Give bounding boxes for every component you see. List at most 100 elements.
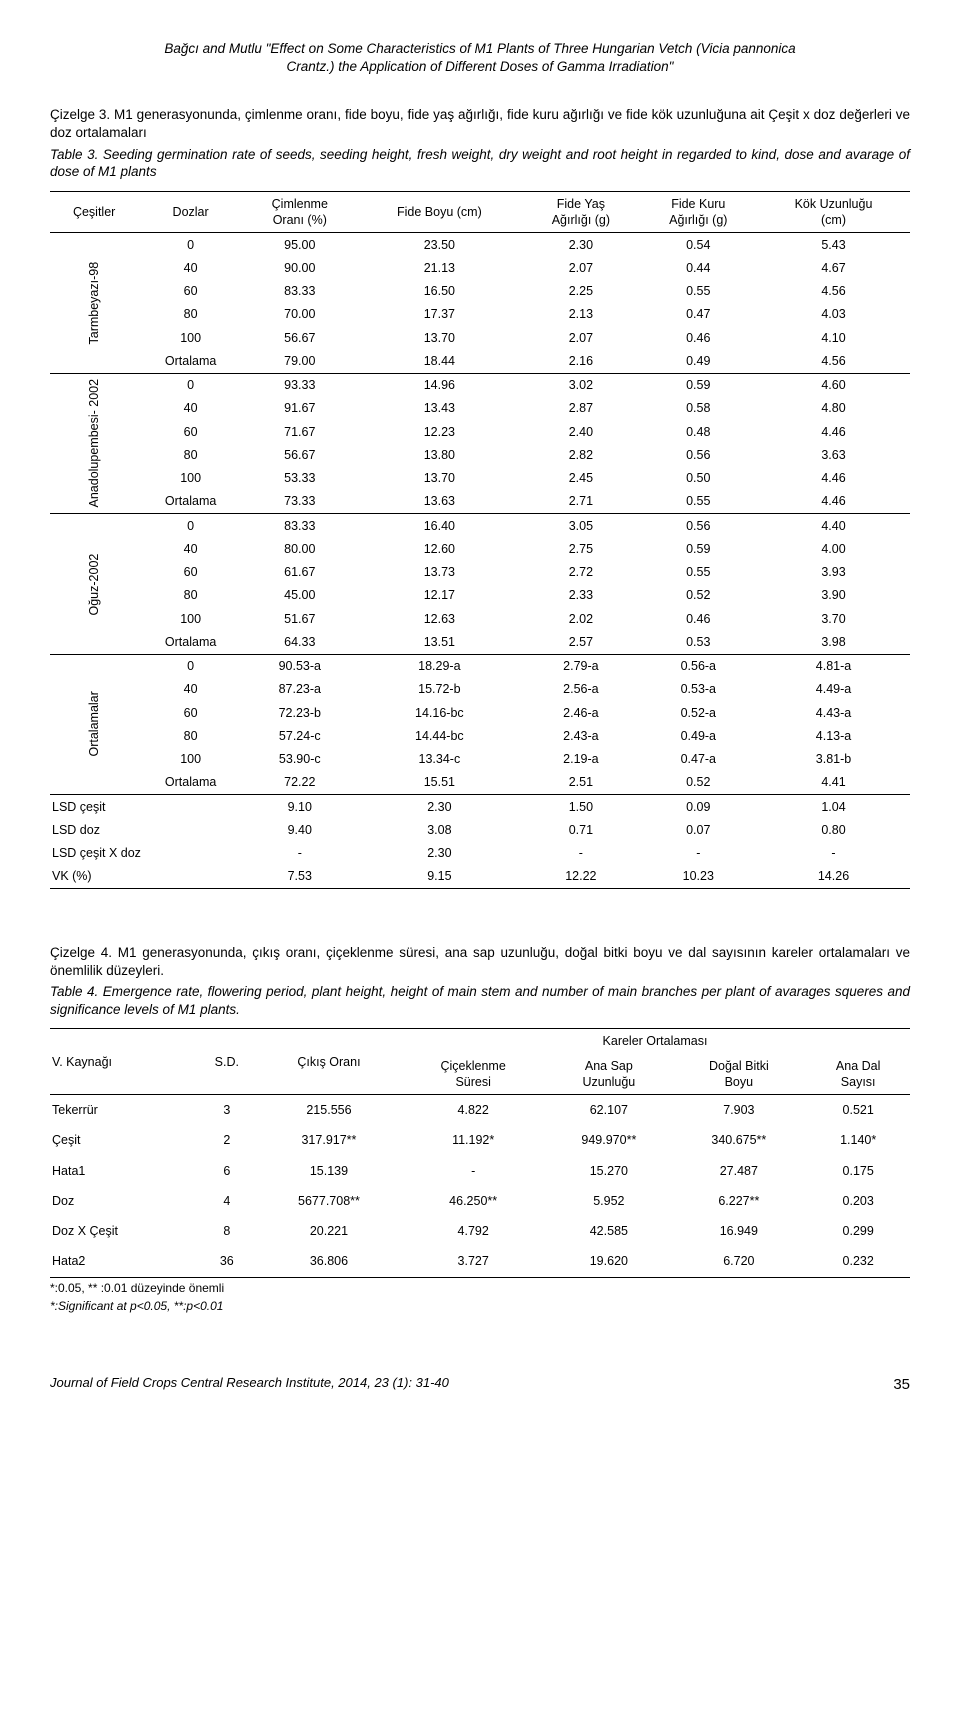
cell: 4.40 [757, 514, 910, 538]
cell: 40 [138, 256, 243, 279]
cell: 4.00 [757, 537, 910, 560]
cell: 51.67 [243, 607, 357, 630]
cell: 1.140* [806, 1125, 910, 1155]
cell: 4 [196, 1186, 258, 1216]
cell: 60 [138, 701, 243, 724]
cell: 79.00 [243, 349, 357, 373]
cell: 100 [138, 326, 243, 349]
table-row: 8045.0012.172.330.523.90 [50, 584, 910, 607]
cell: 12.23 [357, 420, 523, 443]
cell: 13.51 [357, 630, 523, 654]
table3-caption-tr: Çizelge 3. M1 generasyonunda, çimlenme o… [50, 106, 910, 141]
cell: 15.72-b [357, 678, 523, 701]
cell: 0.53-a [640, 678, 757, 701]
cell: 0.55 [640, 561, 757, 584]
cell: 3.08 [357, 818, 523, 841]
cell: 72.23-b [243, 701, 357, 724]
table4-footnote-en: *:Significant at p<0.05, **:p<0.01 [50, 1299, 910, 1315]
cell: 0.47-a [640, 748, 757, 771]
cell: 4.67 [757, 256, 910, 279]
table-row: Tekerrür3215.5564.82262.1077.9030.521 [50, 1095, 910, 1126]
cell: 0.59 [640, 373, 757, 397]
cell: 2.33 [522, 584, 639, 607]
cell: - [757, 842, 910, 865]
table-row: Ortalama72.2215.512.510.524.41 [50, 771, 910, 795]
cell: 5.952 [546, 1186, 671, 1216]
table-row: LSD çeşit9.102.301.500.091.04 [50, 795, 910, 819]
cell: 53.90-c [243, 748, 357, 771]
cell: 0.56 [640, 443, 757, 466]
cell: 2.82 [522, 443, 639, 466]
cell: 2.40 [522, 420, 639, 443]
cell: Doz X Çeşit [50, 1216, 196, 1246]
cell: 2.71 [522, 490, 639, 514]
cell: 0.50 [640, 467, 757, 490]
table-row: 8056.6713.802.820.563.63 [50, 443, 910, 466]
cell: 61.67 [243, 561, 357, 584]
table3-caption-en: Table 3. Seeding germination rate of see… [50, 146, 910, 181]
table3: Çeşitler Dozlar Çimlenme Oranı (%) Fide … [50, 191, 910, 890]
cell: 40 [138, 678, 243, 701]
cell: 5.43 [757, 233, 910, 257]
row-label: LSD doz [50, 818, 243, 841]
table4-caption-tr: Çizelge 4. M1 generasyonunda, çıkış oran… [50, 944, 910, 979]
page-number: 35 [893, 1375, 910, 1395]
cell: 0.52 [640, 771, 757, 795]
cell: 18.29-a [357, 654, 523, 678]
cell: 12.63 [357, 607, 523, 630]
cell: 0.521 [806, 1095, 910, 1126]
cell: 0.299 [806, 1216, 910, 1246]
cell: 7.53 [243, 865, 357, 889]
cell: Doz [50, 1186, 196, 1216]
cell: 14.26 [757, 865, 910, 889]
cell: 83.33 [243, 280, 357, 303]
cell: 4.46 [757, 467, 910, 490]
cell: 317.917** [258, 1125, 400, 1155]
cell: 2.51 [522, 771, 639, 795]
cell: 2.25 [522, 280, 639, 303]
cell: 0.44 [640, 256, 757, 279]
cell: 73.33 [243, 490, 357, 514]
cell: 3.02 [522, 373, 639, 397]
cell: 3.727 [400, 1246, 546, 1277]
cell: 0.49-a [640, 724, 757, 747]
cell: Tekerrür [50, 1095, 196, 1126]
cell: 87.23-a [243, 678, 357, 701]
cell: 4.822 [400, 1095, 546, 1126]
cell: 12.17 [357, 584, 523, 607]
t4-h-cicek: Çiçeklenme Süresi [400, 1054, 546, 1095]
cell: 2 [196, 1125, 258, 1155]
cell: 0 [138, 233, 243, 257]
cell: 0.46 [640, 607, 757, 630]
cell: 80 [138, 584, 243, 607]
cell: 0.232 [806, 1246, 910, 1277]
cell: 9.10 [243, 795, 357, 819]
cell: 2.87 [522, 397, 639, 420]
cell: 64.33 [243, 630, 357, 654]
cell: Hata2 [50, 1246, 196, 1277]
t4-h-cikis: Çıkış Oranı [258, 1029, 400, 1095]
table-row: Hata1615.139-15.27027.4870.175 [50, 1156, 910, 1186]
cell: 36 [196, 1246, 258, 1277]
table-row: 6072.23-b14.16-bc2.46-a0.52-a4.43-a [50, 701, 910, 724]
cell: 15.139 [258, 1156, 400, 1186]
cell: 0.48 [640, 420, 757, 443]
cell: 80 [138, 443, 243, 466]
cell: 46.250** [400, 1186, 546, 1216]
cell: 14.96 [357, 373, 523, 397]
cell: 93.33 [243, 373, 357, 397]
t3-h-cimlenme: Çimlenme Oranı (%) [243, 191, 357, 233]
cell: 56.67 [243, 443, 357, 466]
cell: 2.13 [522, 303, 639, 326]
cell: 4.41 [757, 771, 910, 795]
cell: 80.00 [243, 537, 357, 560]
cell: 60 [138, 280, 243, 303]
table-row: 4087.23-a15.72-b2.56-a0.53-a4.49-a [50, 678, 910, 701]
cell: 2.43-a [522, 724, 639, 747]
cell: 2.57 [522, 630, 639, 654]
cell: 4.03 [757, 303, 910, 326]
cell: 0 [138, 514, 243, 538]
cell: 0.175 [806, 1156, 910, 1186]
cell: Hata1 [50, 1156, 196, 1186]
cell: 60 [138, 561, 243, 584]
